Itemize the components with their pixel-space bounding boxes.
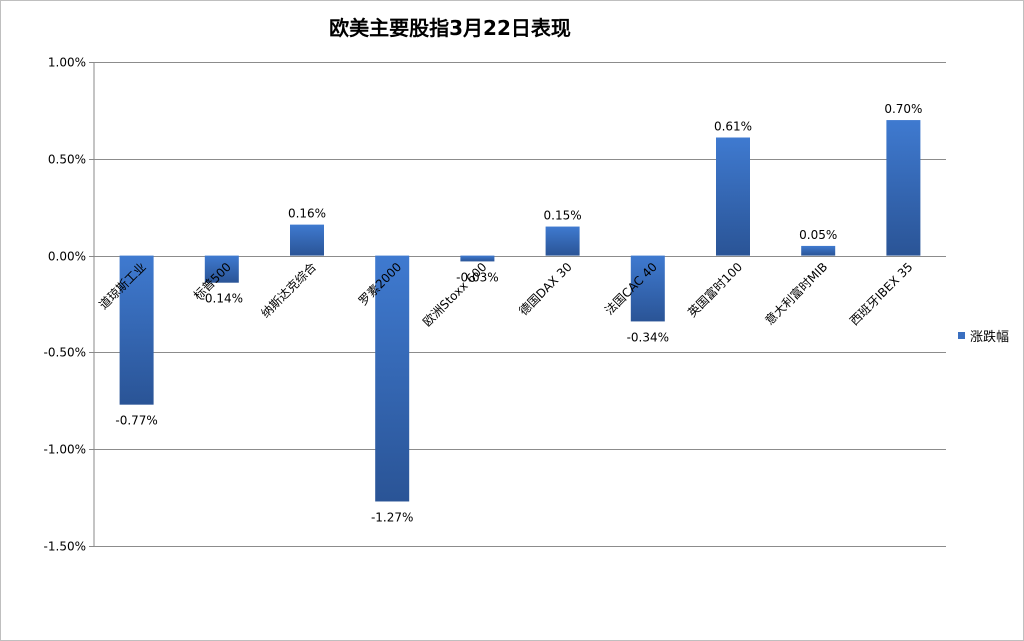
bar [460,255,495,262]
bar [545,226,580,256]
y-tick-label: -0.50% [44,346,86,360]
legend: 涨跌幅 [958,326,1009,345]
category-label: 德国DAX 30 [516,259,575,318]
legend-label: 涨跌幅 [970,330,1010,345]
data-label: -0.34% [627,330,669,344]
data-label: -0.03% [456,270,498,284]
data-label: 0.16% [288,207,326,221]
category-label: 英国富时100 [684,259,745,320]
data-label: 0.15% [544,209,582,223]
data-label: -1.27% [371,510,413,524]
category-label: 意大利富时MIB [762,259,831,328]
bar [375,255,410,502]
bar [630,255,665,322]
data-label: 0.05% [799,228,837,242]
bar [886,120,921,256]
data-label: -0.77% [115,414,157,428]
chart-title: 欧美主要股指3月22日表现 [329,16,571,40]
y-tick-label: 0.50% [48,153,86,167]
legend-swatch [958,332,965,339]
bar [290,224,324,256]
y-tick-label: 0.00% [48,250,86,264]
bar [801,245,836,256]
bar [204,255,239,283]
bar [119,255,154,405]
category-label: 西班牙IBEX 35 [847,260,915,328]
category-label: 欧洲Stoxx 600 [420,260,489,329]
y-tick-label: 1.00% [48,56,86,70]
bar [716,137,750,256]
y-tick-label: -1.00% [44,443,86,457]
y-tick-label: -1.50% [44,540,86,554]
data-label: 0.70% [884,102,922,116]
data-label: 0.61% [714,120,752,134]
data-label: -0.14% [201,292,243,306]
category-label: 纳斯达克综合 [258,259,320,321]
